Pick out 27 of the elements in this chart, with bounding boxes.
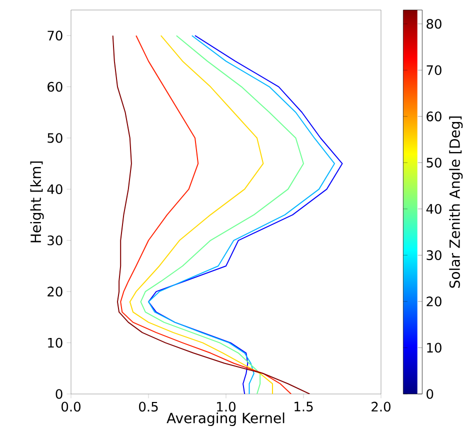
x-tick-label: 1.5 <box>294 402 313 412</box>
color-bar-title: Solar Zenith Angle [Deg] <box>449 116 463 288</box>
y-tick-label: 70 <box>48 30 62 41</box>
x-axis-title: Averaging Kernel <box>166 412 284 426</box>
y-tick-label: 50 <box>48 133 62 143</box>
line-series <box>140 35 304 394</box>
color-bar-label: 40 <box>426 204 442 214</box>
color-bar-label: 0 <box>426 389 434 399</box>
y-tick-label: 20 <box>48 286 62 297</box>
x-tick-label: 0.0 <box>62 402 80 412</box>
y-axis-title: Height [km] <box>30 162 44 242</box>
color-bar-label: 30 <box>426 250 442 260</box>
y-tick-label: 30 <box>48 235 62 246</box>
x-tick-label: 1.0 <box>217 402 236 412</box>
color-bar-label: 80 <box>426 18 442 29</box>
color-bar-label: 60 <box>426 111 442 122</box>
color-bar-label: 70 <box>426 65 442 76</box>
y-tick-label: 40 <box>47 184 62 194</box>
y-tick-label: 0 <box>56 389 62 399</box>
x-tick-label: 2.0 <box>372 402 390 412</box>
color-bar-label: 20 <box>426 296 442 306</box>
line-series <box>129 35 273 394</box>
x-tick-label: 0.5 <box>139 402 158 412</box>
y-tick-label: 10 <box>48 338 62 348</box>
color-bar-label: 50 <box>426 158 442 168</box>
y-tick-label: 60 <box>48 82 62 92</box>
color-bar-label: 10 <box>427 342 442 353</box>
